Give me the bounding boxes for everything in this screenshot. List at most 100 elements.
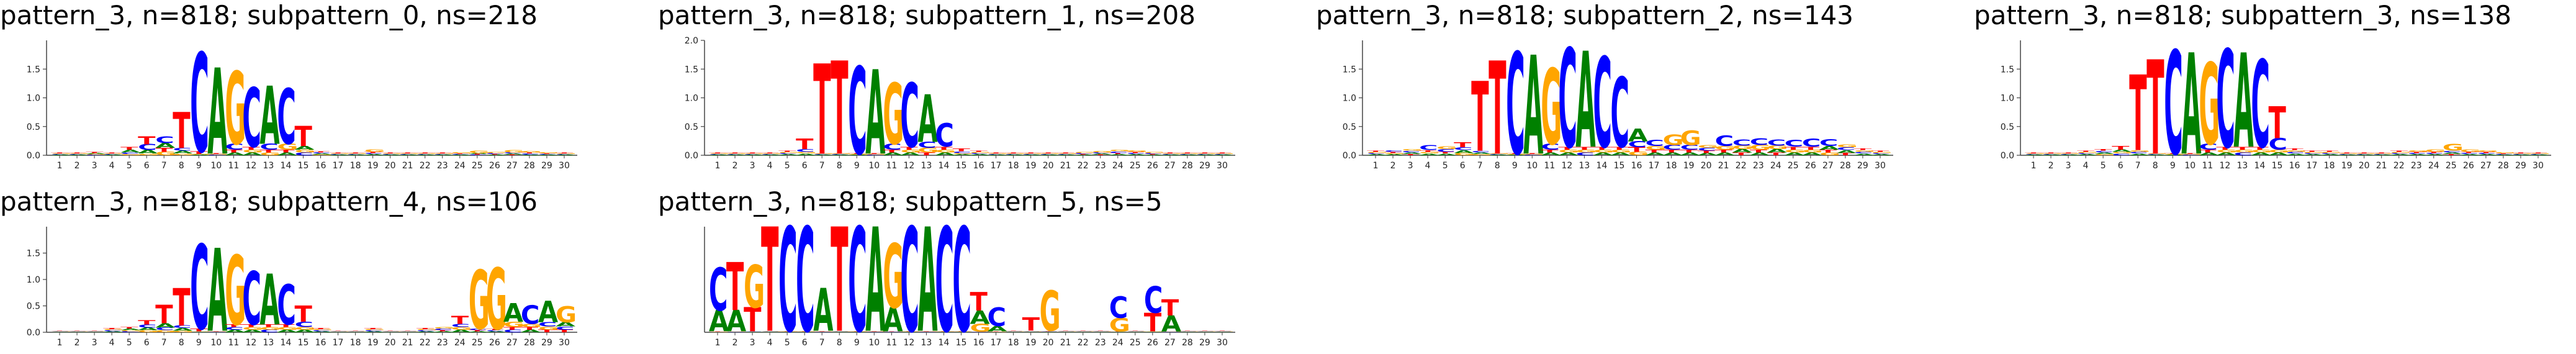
x-tick-label: 29	[2515, 161, 2526, 171]
letter-C: C	[417, 154, 436, 155]
letter-C: C	[294, 320, 313, 329]
letter-G: G	[51, 330, 72, 331]
logo-letter-G: G	[190, 154, 211, 155]
logo-letter-C: C	[2268, 135, 2287, 154]
logo-letter-G: G	[1057, 330, 1078, 331]
letter-C: C	[2373, 154, 2392, 155]
letter-A: A	[1127, 154, 1146, 156]
x-tick-label: 7	[161, 338, 167, 348]
logo-letter-T: T	[1837, 152, 1855, 156]
letter-C: C	[1179, 154, 1198, 155]
logo-letter-G: G	[1471, 154, 1492, 156]
x-tick-label: 20	[1701, 161, 1712, 171]
letter-T: T	[952, 148, 970, 153]
logo-letter-G: G	[2495, 152, 2516, 154]
letter-T: T	[1367, 150, 1384, 152]
logo-letter-G: G	[778, 152, 799, 153]
logo-letter-A: A	[2112, 149, 2132, 153]
letter-C: C	[2025, 154, 2044, 155]
logo-letter-T: T	[2425, 152, 2443, 153]
logo-letter-G: G	[1161, 331, 1182, 332]
letter-C: C	[970, 153, 989, 155]
logo-letter-A: A	[2094, 152, 2114, 155]
logo-letter-C: C	[68, 331, 88, 332]
x-tick-label: 12	[903, 161, 914, 171]
letter-C: C	[1022, 331, 1042, 332]
letter-T: T	[778, 330, 796, 331]
letter-T: T	[1541, 149, 1559, 154]
logo-letter-T: T	[120, 146, 138, 151]
logo-letter-G: G	[2425, 149, 2446, 153]
letter-A: A	[883, 301, 903, 339]
letter-C: C	[831, 154, 850, 155]
logo-letter-A: A	[1092, 153, 1112, 155]
x-tick-label: 29	[541, 161, 552, 171]
letter-T: T	[2408, 152, 2425, 153]
letter-G: G	[1109, 149, 1130, 152]
logo-letter-C: C	[138, 143, 157, 152]
logo-letter-G: G	[2408, 150, 2429, 152]
letter-A: A	[1732, 148, 1752, 153]
letter-T: T	[1646, 149, 1664, 154]
logo-letter-G: G	[503, 150, 525, 153]
letter-G: G	[538, 152, 559, 154]
logo-letter-T: T	[1074, 154, 1092, 155]
logo-letter-A: A	[521, 329, 541, 334]
logo-letter-T: T	[1022, 314, 1040, 335]
logo-letter-G: G	[1144, 331, 1165, 332]
logo-letter-A: A	[173, 327, 192, 332]
letter-T: T	[312, 328, 330, 330]
x-tick-label: 29	[541, 338, 552, 348]
letter-C: C	[2425, 153, 2444, 155]
logo-letter-C: C	[242, 71, 261, 166]
letter-A: A	[1541, 152, 1560, 157]
logo-letter-A: A	[1471, 152, 1491, 155]
logo-letter-C: C	[417, 330, 436, 332]
y-tick-label: 1.5	[1343, 65, 1356, 75]
x-tick-label: 3	[2066, 161, 2071, 171]
letter-C: C	[1454, 147, 1473, 152]
logo-panel-1: pattern_3, n=818; subpattern_1, ns=208 0…	[658, 0, 1248, 184]
logo-letter-T: T	[1750, 149, 1768, 154]
logo-letter-G: G	[2042, 153, 2063, 154]
letter-C: C	[103, 154, 122, 155]
logo-letter-C: C	[225, 326, 244, 330]
letter-T: T	[1854, 148, 1871, 150]
x-tick-label: 7	[819, 161, 825, 171]
logo-letter-T: T	[364, 328, 382, 330]
letter-G: G	[1161, 153, 1182, 154]
letter-A: A	[1871, 154, 1891, 156]
x-tick-label: 12	[903, 338, 914, 348]
letter-G: G	[103, 329, 124, 330]
letter-A: A	[1802, 152, 1822, 157]
letter-C: C	[382, 331, 401, 332]
letter-G: G	[190, 154, 211, 155]
x-tick-label: 4	[2083, 161, 2089, 171]
letter-A: A	[2077, 154, 2097, 156]
letter-T: T	[521, 152, 538, 154]
x-tick-label: 22	[1078, 161, 1089, 171]
logo-letter-A: A	[900, 152, 920, 157]
letter-A: A	[813, 277, 833, 345]
x-tick-label: 4	[1425, 161, 1431, 171]
letter-T: T	[1558, 146, 1576, 151]
letter-A: A	[1715, 152, 1735, 157]
logo-letter-A: A	[988, 325, 1008, 334]
x-tick-label: 22	[1078, 338, 1089, 348]
x-tick-label: 6	[802, 338, 808, 348]
logo-letter-G: G	[469, 150, 490, 153]
letter-A: A	[2129, 153, 2149, 155]
letter-A: A	[1558, 152, 1578, 157]
logo-letter-T: T	[2233, 146, 2251, 151]
y-tick-label: 0.0	[27, 328, 40, 338]
logo-letter-A: A	[138, 327, 158, 331]
letter-C: C	[1040, 154, 1059, 155]
panel-title: pattern_3, n=818; subpattern_2, ns=143	[1316, 0, 1853, 30]
logo-letter-A: A	[1610, 152, 1630, 157]
letter-G: G	[1454, 152, 1475, 156]
letter-T: T	[294, 302, 312, 327]
letter-C: C	[138, 324, 157, 329]
logo-letter-T: T	[2164, 153, 2181, 154]
x-tick-label: 21	[402, 161, 413, 171]
letter-G: G	[796, 331, 817, 332]
